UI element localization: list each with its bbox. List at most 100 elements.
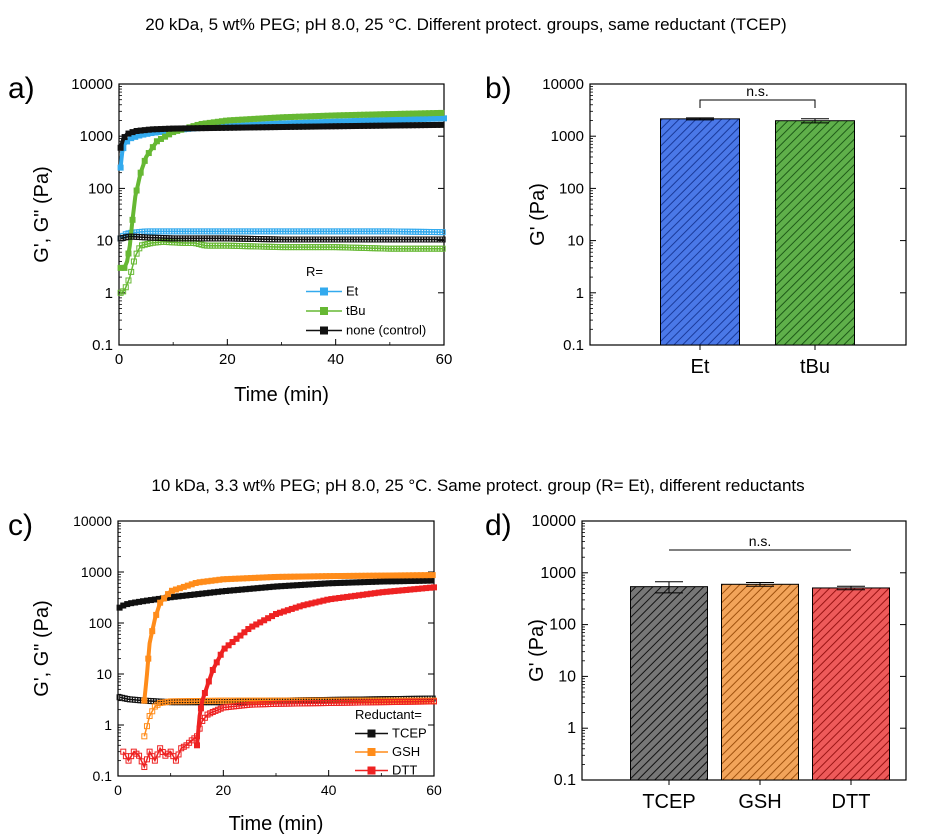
- bar-rect: [812, 587, 890, 781]
- data-point: [129, 216, 136, 223]
- legend-marker: [367, 748, 376, 756]
- panel-b-y-axis-label: G' (Pa): [527, 183, 549, 246]
- legend-marker: [320, 307, 328, 315]
- data-point: [125, 277, 132, 284]
- legend-marker: [367, 766, 376, 775]
- panel-b-bar-chart: 0.1 1 10 100 1000 10000 G' (Pa) b) Et tBu n.s.: [485, 72, 907, 378]
- data-point: [161, 595, 168, 602]
- legend-entry-tcep: TCEP: [355, 726, 427, 741]
- data-point: [145, 150, 152, 157]
- legend-label: TCEP: [392, 726, 427, 741]
- y-tick-label: 0.1: [563, 337, 584, 354]
- data-point: [121, 134, 128, 141]
- data-point: [241, 629, 248, 636]
- data-point: [122, 284, 129, 291]
- x-tick-label: 40: [321, 782, 337, 798]
- data-point: [428, 577, 435, 584]
- data-point: [149, 628, 156, 635]
- data-point: [196, 725, 203, 732]
- series-none-control-storage: [117, 121, 445, 151]
- x-category-label: tBu: [800, 356, 830, 378]
- data-point: [439, 236, 446, 243]
- y-tick-label: 10000: [71, 76, 113, 93]
- panel-c-legend: Reductant= TCEP GSH DTT: [355, 707, 427, 778]
- y-tick-label: 10000: [532, 513, 577, 530]
- data-point: [141, 764, 148, 771]
- panel-d-bar-chart: 0.1 1 10 100 1000 10000 G' (Pa) d) TCEP GSH DTT n.s…: [485, 509, 907, 813]
- legend-entry-tbu: tBu: [306, 303, 366, 318]
- legend-marker: [320, 326, 328, 335]
- data-point: [438, 121, 445, 128]
- data-point: [237, 632, 244, 639]
- x-tick-label: 20: [216, 782, 232, 798]
- x-tick-label: 0: [114, 782, 122, 798]
- x-category-label: GSH: [738, 791, 781, 813]
- panel-a-y-axis-label: G', G" (Pa): [31, 166, 53, 262]
- series-dtt-storage: [194, 584, 437, 749]
- legend-title: R=: [306, 264, 323, 279]
- panel-a-legend: R= Et tBu none (control): [306, 264, 426, 338]
- data-point: [205, 678, 212, 685]
- legend-entry-none-control: none (control): [306, 323, 426, 338]
- y-tick-label: 10: [567, 233, 584, 250]
- legend-label: tBu: [346, 303, 366, 318]
- data-point: [209, 666, 216, 673]
- data-point: [153, 611, 160, 618]
- data-point: [149, 144, 156, 151]
- data-point: [221, 645, 228, 652]
- bar-gsh: [721, 581, 799, 781]
- y-tick-label: 0.1: [93, 768, 113, 784]
- y-tick-label: 1: [105, 285, 113, 302]
- data-point: [431, 584, 437, 591]
- significance-bracket: n.s.: [669, 533, 851, 551]
- data-point: [431, 698, 437, 705]
- data-point: [438, 109, 445, 116]
- data-point: [233, 635, 240, 642]
- series-tbu-loss: [117, 238, 446, 296]
- series-gsh-storage: [141, 572, 436, 704]
- bar-tcep: [630, 581, 708, 781]
- bottom-row-header: 10 kDa, 3.3 wt% PEG; pH 8.0, 25 °C. Same…: [151, 476, 804, 495]
- data-point: [439, 229, 446, 236]
- x-category-label: TCEP: [642, 791, 695, 813]
- panel-c-time-sweep-chart: 0.1 1 10 100 1000 10000 G', G" (Pa) c) 0 20 40 60 Ti…: [8, 509, 442, 835]
- data-point: [225, 642, 232, 649]
- bar-rect: [630, 586, 708, 781]
- data-point: [130, 258, 137, 265]
- data-point: [117, 144, 124, 151]
- panel-c-x-axis-label: Time (min): [229, 813, 324, 835]
- legend-label: DTT: [392, 763, 417, 778]
- x-tick-label: 40: [327, 351, 344, 368]
- y-tick-label: 10000: [542, 76, 584, 93]
- series-tcep-storage: [116, 577, 435, 611]
- data-point: [137, 169, 144, 176]
- y-tick-label: 100: [88, 180, 113, 197]
- y-tick-label: 1: [104, 717, 112, 733]
- y-tick-label: 100: [89, 615, 113, 631]
- data-point: [217, 651, 224, 658]
- data-point: [128, 268, 135, 275]
- panel-b-plot-frame: [589, 83, 907, 346]
- legend-label: GSH: [392, 744, 420, 759]
- bar-rect: [660, 118, 740, 346]
- x-tick-label: 60: [426, 782, 442, 798]
- bar-rect: [721, 583, 799, 781]
- y-tick-label: 10: [96, 233, 113, 250]
- panel-c-plot-frame: [117, 520, 435, 777]
- panel-b-label: b): [485, 72, 512, 105]
- top-row-header: 20 kDa, 5 wt% PEG; pH 8.0, 25 °C. Differ…: [145, 15, 786, 34]
- data-point: [157, 599, 164, 606]
- legend-entry-gsh: GSH: [355, 744, 420, 759]
- bar-dtt: [812, 585, 890, 781]
- data-point: [125, 250, 132, 257]
- legend-marker: [320, 287, 328, 296]
- significance-label: n.s.: [746, 83, 769, 99]
- data-point: [194, 733, 200, 740]
- y-tick-label: 0.1: [554, 772, 576, 789]
- series-dtt-loss: [120, 698, 437, 771]
- panel-d-label: d): [485, 509, 512, 542]
- significance-bracket: n.s.: [699, 83, 816, 108]
- x-category-label: DTT: [832, 791, 871, 813]
- y-tick-label: 1000: [551, 128, 584, 145]
- x-tick-label: 0: [115, 351, 123, 368]
